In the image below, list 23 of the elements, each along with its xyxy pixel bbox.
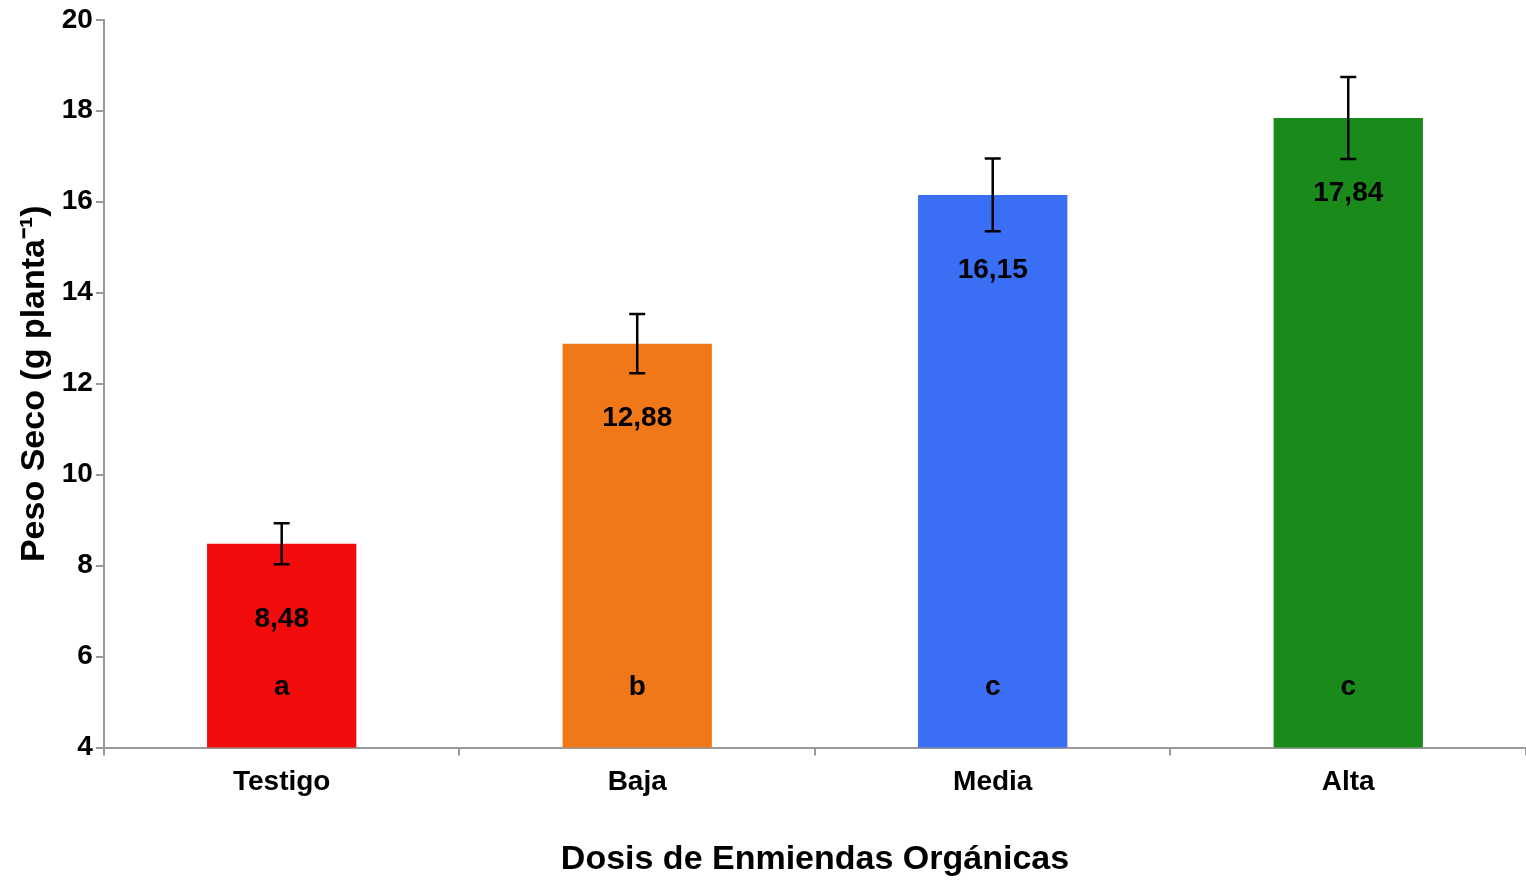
y-tick-label: 18 [61, 93, 93, 125]
y-tick-label: 12 [61, 366, 93, 398]
y-tick-label: 10 [61, 457, 93, 489]
x-tick-label: Alta [1321, 765, 1376, 797]
y-tick-label: 14 [61, 275, 94, 307]
y-tick-label: 16 [61, 184, 93, 216]
y-tick-label: 20 [61, 2, 93, 34]
data-label: 8,48 [254, 601, 309, 633]
data-label: 17,84 [1313, 175, 1384, 207]
x-tick-label: Testigo [232, 765, 331, 797]
annotation: c [1340, 670, 1357, 702]
y-tick-label: 8 [77, 548, 93, 580]
y-tick-label: 6 [77, 639, 93, 671]
annotation: a [273, 670, 290, 702]
data-label: 16,15 [957, 252, 1028, 284]
y-axis-title: Peso Seco (g planta⁻¹) [12, 205, 51, 563]
y-tick-label: 4 [77, 730, 94, 762]
x-tick-label: Media [953, 765, 1033, 797]
x-axis-title: Dosis de Enmiendas Orgánicas [560, 837, 1070, 876]
data-label: 12,88 [602, 401, 673, 433]
x-tick-label: Baja [607, 765, 668, 797]
annotation: b [628, 670, 646, 702]
annotation: c [984, 670, 1001, 702]
